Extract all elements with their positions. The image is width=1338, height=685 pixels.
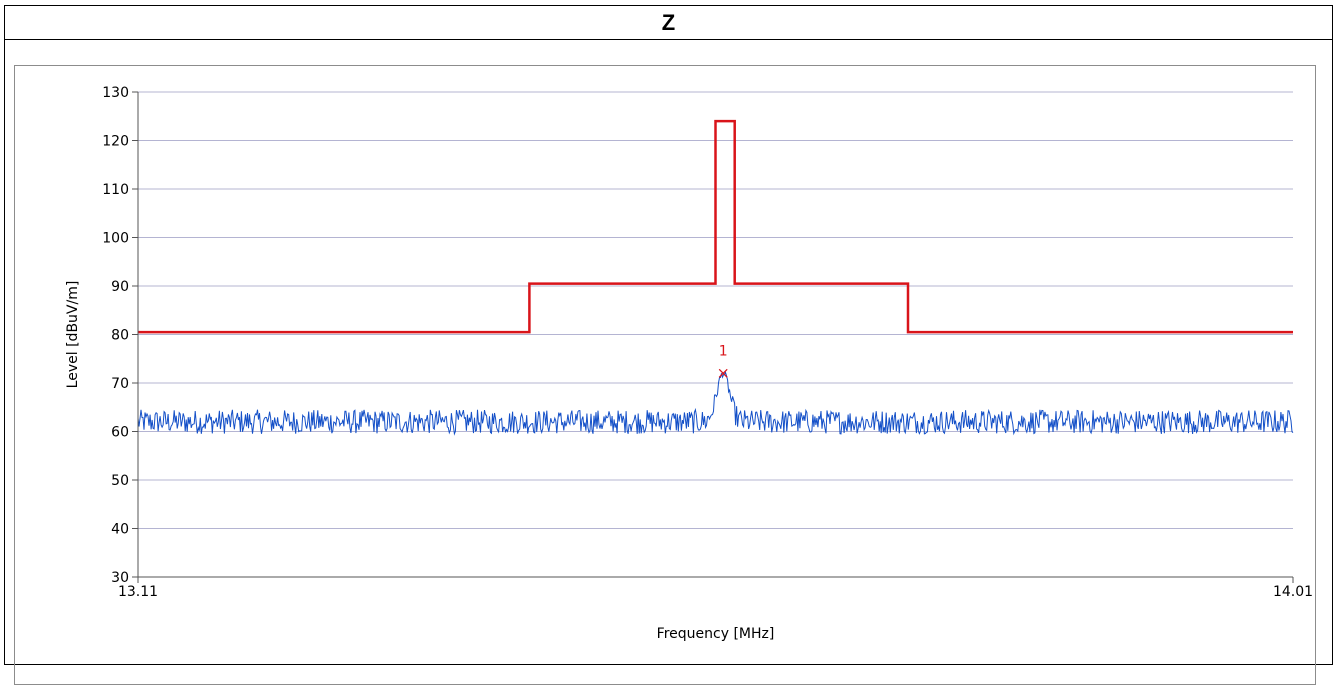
y-tick-label-110: 110	[102, 182, 129, 198]
y-tick-label-60: 60	[111, 425, 129, 441]
y-tick-label-50: 50	[111, 473, 129, 489]
marker-label-0: 1	[719, 343, 728, 359]
series-line-measurement	[137, 371, 1294, 436]
x-tick-label-end: 14.01	[1273, 584, 1313, 600]
level-frequency-chart: 30 40 50 60 70 80 90 100 110 120 130 13.11 14.01 Fre…	[65, 85, 1313, 642]
tick-labels: 30 40 50 60 70 80 90 100 110 120 130 13.11 14.01	[102, 85, 1313, 600]
series-group	[137, 119, 1294, 436]
series-line-limit	[138, 119, 1293, 334]
chart-header-title: Z	[5, 6, 1332, 40]
y-tick-label-130: 130	[102, 85, 129, 101]
y-axis-title: Level [dBuV/m]	[65, 281, 81, 389]
y-tick-label-100: 100	[102, 231, 129, 247]
markers-group: 1	[718, 343, 728, 378]
axes-group	[132, 91, 1294, 583]
y-tick-label-80: 80	[111, 328, 129, 344]
y-tick-label-120: 120	[102, 134, 129, 150]
y-tick-label-90: 90	[111, 279, 129, 295]
x-axis-title: Frequency [MHz]	[657, 626, 775, 642]
y-tick-label-70: 70	[111, 376, 129, 392]
y-tick-label-30: 30	[111, 570, 129, 586]
x-tick-label-start: 13.11	[118, 584, 158, 600]
marker-cross-b-0	[718, 368, 728, 378]
y-tick-label-40: 40	[111, 522, 129, 538]
